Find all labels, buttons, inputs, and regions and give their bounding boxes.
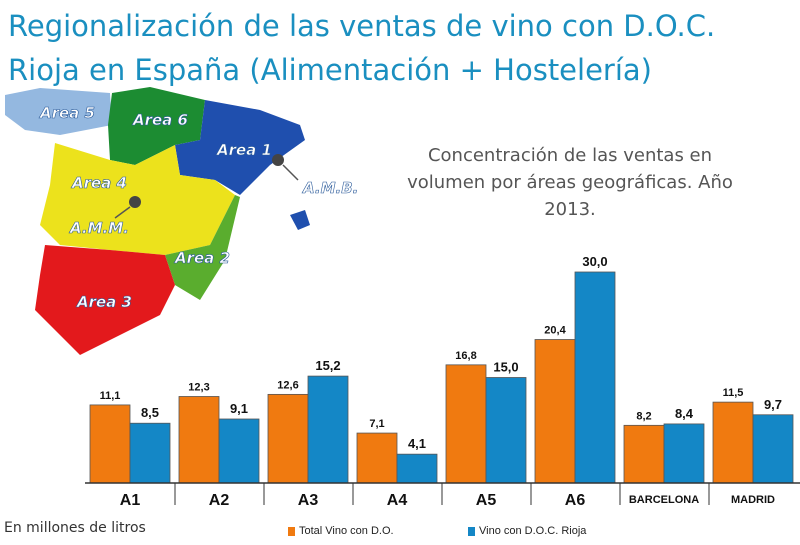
data-label: 16,8 [455, 350, 476, 362]
title-line-2: Rioja en España (Alimentación + Hosteler… [8, 53, 652, 87]
bar-total-a4 [356, 432, 398, 484]
legend-swatch-orange [288, 526, 295, 536]
x-tick-label: A5 [476, 492, 497, 509]
spain-map: Area 5 Area 6 Area 1 Area 4 A.M.B. A.M.M… [5, 87, 359, 355]
area1-region [175, 100, 305, 195]
bar-total-a6 [534, 339, 576, 484]
madrid-marker [129, 196, 141, 208]
bar-rioja-a1 [129, 422, 171, 484]
bar-rioja-a6 [574, 271, 616, 484]
area6-region [108, 87, 205, 165]
x-tick-label: A1 [120, 492, 141, 509]
bar-total-a1 [89, 404, 131, 484]
map-label-area6: Area 6 [132, 111, 188, 129]
legend-swatch-blue [468, 526, 475, 536]
x-tick-label: A2 [209, 492, 230, 509]
bar-total-madrid [712, 401, 754, 484]
map-label-area1: Area 1 [216, 141, 272, 159]
data-label: 9,7 [764, 397, 782, 412]
bar-rioja-a3 [307, 375, 349, 484]
data-label: 20,4 [544, 325, 566, 337]
data-label: 30,0 [582, 254, 607, 269]
units-note: En millones de litros [4, 520, 146, 536]
bar-total-a3 [267, 393, 309, 484]
bar-rioja-a5 [485, 377, 527, 484]
data-label: 7,1 [369, 418, 384, 430]
bar-rioja-madrid [752, 414, 794, 484]
x-tick-label: BARCELONA [629, 494, 699, 506]
title-line-1: Regionalización de las ventas de vino co… [8, 9, 716, 43]
bar-rioja-barcelona [663, 423, 705, 484]
x-tick-label: A6 [565, 492, 586, 509]
map-label-amb: A.M.B. [302, 179, 358, 197]
x-tick-label: A3 [298, 492, 319, 509]
area5-region [5, 88, 112, 135]
data-label: 8,2 [636, 410, 651, 422]
data-label: 9,1 [230, 401, 248, 416]
barcelona-marker [272, 154, 284, 166]
data-label: 12,3 [188, 381, 209, 393]
data-label: 8,4 [675, 406, 694, 421]
map-label-area5: Area 5 [39, 104, 95, 122]
data-label: 4,1 [408, 436, 426, 451]
x-tick-label: A4 [387, 492, 408, 509]
bar-rioja-a2 [218, 418, 260, 484]
area1-balearic [290, 210, 310, 230]
map-label-area4: Area 4 [71, 174, 127, 192]
bar-total-a5 [445, 364, 487, 484]
data-label: 15,0 [493, 360, 518, 375]
bar-total-barcelona [623, 424, 665, 484]
data-label: 11,5 [723, 387, 744, 399]
x-tick-label: MADRID [731, 494, 775, 506]
map-label-area3: Area 3 [76, 293, 132, 311]
map-label-area2: Area 2 [174, 249, 230, 267]
area3-region [35, 245, 175, 355]
legend-item-total: Total Vino con D.O. [288, 525, 394, 537]
area2-region [165, 195, 240, 300]
chart-subtitle: Concentración de las ventas en volumen p… [407, 145, 733, 220]
legend-label: Total Vino con D.O. [299, 525, 394, 537]
data-label: 11,1 [100, 390, 121, 402]
legend-item-rioja: Vino con D.O.C. Rioja [468, 525, 586, 537]
data-label: 8,5 [141, 405, 159, 420]
data-label: 12,6 [277, 379, 298, 391]
page-title: Regionalización de las ventas de vino co… [8, 4, 715, 92]
map-label-amm: A.M.M. [69, 219, 129, 237]
bar-total-a2 [178, 396, 220, 484]
data-label: 15,2 [315, 358, 340, 373]
legend-label: Vino con D.O.C. Rioja [479, 525, 587, 537]
bar-rioja-a4 [396, 453, 438, 484]
